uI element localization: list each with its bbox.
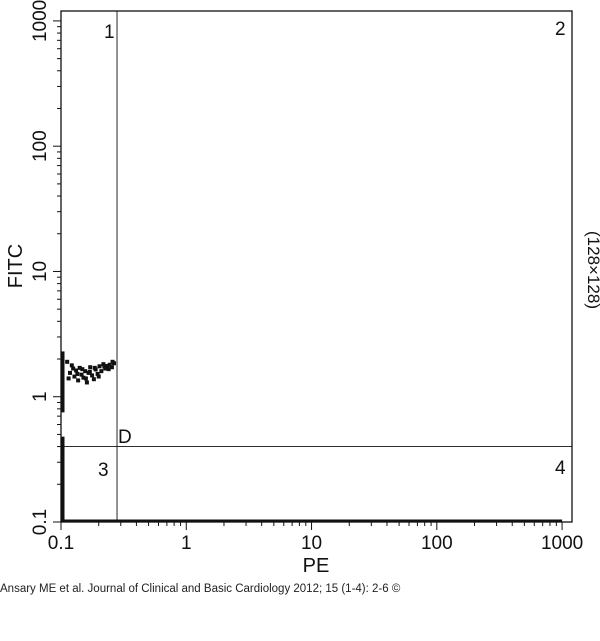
- density-band-x-2: [61, 519, 563, 522]
- gate-label: D: [118, 427, 132, 448]
- data-point: [110, 359, 115, 364]
- data-point: [105, 363, 110, 368]
- y-axis-title: FITC: [5, 244, 27, 288]
- x-tick-label: 10: [301, 533, 322, 554]
- data-point: [76, 378, 81, 383]
- quadrant-gates: [61, 11, 572, 522]
- density-bands: [61, 351, 563, 522]
- data-point: [106, 367, 111, 372]
- data-point: [77, 365, 82, 370]
- x-tick-label: 0.1: [48, 533, 74, 554]
- data-point: [83, 369, 88, 374]
- data-point: [75, 371, 80, 376]
- data-point: [79, 372, 84, 377]
- data-point: [96, 374, 101, 379]
- y-tick-label: 10: [30, 261, 51, 282]
- data-point: [65, 359, 70, 364]
- density-band-y-0: [61, 436, 65, 522]
- plot-frame: [60, 10, 573, 523]
- data-points: [65, 359, 117, 385]
- quadrant-label-4: 4: [555, 458, 566, 479]
- density-band-y-1: [61, 351, 65, 413]
- data-point: [84, 380, 89, 385]
- data-point: [81, 375, 86, 380]
- x-tick-label: 1000: [541, 533, 583, 554]
- data-point: [92, 365, 97, 370]
- x-tick-label: 1: [181, 533, 192, 554]
- data-point: [99, 369, 104, 374]
- y-tick-label: 1000: [30, 0, 51, 42]
- data-point: [88, 365, 93, 370]
- data-point: [74, 368, 79, 373]
- data-point: [80, 367, 85, 372]
- x-axis-title: PE: [303, 555, 330, 577]
- y-tick-label: 0.1: [30, 509, 51, 535]
- x-tick-label: 100: [421, 533, 453, 554]
- data-point: [91, 377, 96, 382]
- data-point: [66, 376, 71, 381]
- y-axis-ticks: 0.1 1 10 100 1000: [30, 0, 61, 535]
- data-point: [90, 373, 95, 378]
- data-point: [102, 364, 107, 369]
- side-label: (128×128): [584, 231, 600, 309]
- data-point: [109, 365, 114, 370]
- data-point: [95, 371, 100, 376]
- data-point: [107, 362, 112, 367]
- data-point: [87, 369, 92, 374]
- quadrant-label-3: 3: [98, 460, 109, 481]
- citation: Ansary ME et al. Journal of Clinical and…: [0, 583, 401, 595]
- data-point: [71, 366, 76, 371]
- quadrant-label-2: 2: [555, 19, 566, 40]
- data-point: [72, 374, 77, 379]
- x-axis-ticks: 0.1 1 10 100 1000: [48, 522, 583, 554]
- y-tick-label: 100: [30, 130, 51, 162]
- data-point: [101, 362, 106, 367]
- quadrant-label-1: 1: [104, 22, 115, 43]
- data-point: [97, 364, 102, 369]
- data-point: [69, 363, 74, 368]
- y-tick-label: 1: [30, 391, 51, 402]
- data-point: [83, 376, 88, 381]
- data-point: [68, 370, 73, 375]
